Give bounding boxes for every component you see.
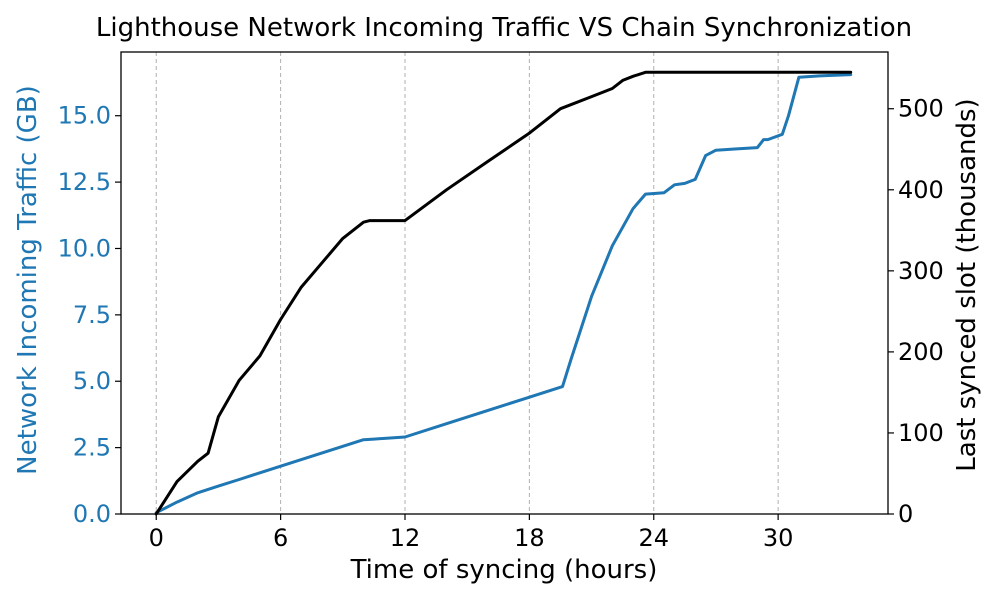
x-tick-label: 12	[390, 524, 421, 552]
x-axis-ticks: 0 6 12 18 24 30	[149, 514, 794, 552]
y-left-axis-label: Network Incoming Traffic (GB)	[13, 85, 43, 475]
traffic-series-line	[154, 73, 853, 515]
x-tick-label: 0	[149, 524, 164, 552]
grid-layer	[155, 52, 779, 514]
x-tick-label: 30	[763, 524, 794, 552]
y-left-tick-label: 5.0	[73, 367, 111, 395]
x-tick-label: 24	[638, 524, 669, 552]
synced-slot-series-line	[154, 70, 853, 516]
series-layer	[154, 70, 853, 516]
y-right-tick-label: 200	[898, 338, 944, 366]
y-left-tick-label: 0.0	[73, 500, 111, 528]
x-axis-label: Time of syncing (hours)	[350, 555, 658, 585]
y-right-tick-label: 300	[898, 257, 944, 285]
y-right-tick-label: 0	[898, 500, 913, 528]
y-left-tick-label: 12.5	[58, 168, 111, 196]
y-left-tick-label: 2.5	[73, 434, 111, 462]
x-tick-label: 6	[273, 524, 288, 552]
y-right-tick-label: 400	[898, 176, 944, 204]
x-tick-label: 18	[514, 524, 545, 552]
y-left-axis-ticks: 0.0 2.5 5.0 7.5 10.0 12.5 15.0	[58, 102, 121, 528]
y-right-tick-label: 500	[898, 95, 944, 123]
y-right-axis-ticks: 0 100 200 300 400 500	[888, 95, 944, 528]
plot-frame	[120, 51, 889, 515]
y-left-tick-label: 15.0	[58, 102, 111, 130]
chart-title: Lighthouse Network Incoming Traffic VS C…	[96, 13, 912, 43]
y-left-tick-label: 10.0	[58, 234, 111, 262]
y-right-axis-label: Last synced slot (thousands)	[952, 98, 982, 471]
y-left-tick-label: 7.5	[73, 301, 111, 329]
y-right-tick-label: 100	[898, 419, 944, 447]
